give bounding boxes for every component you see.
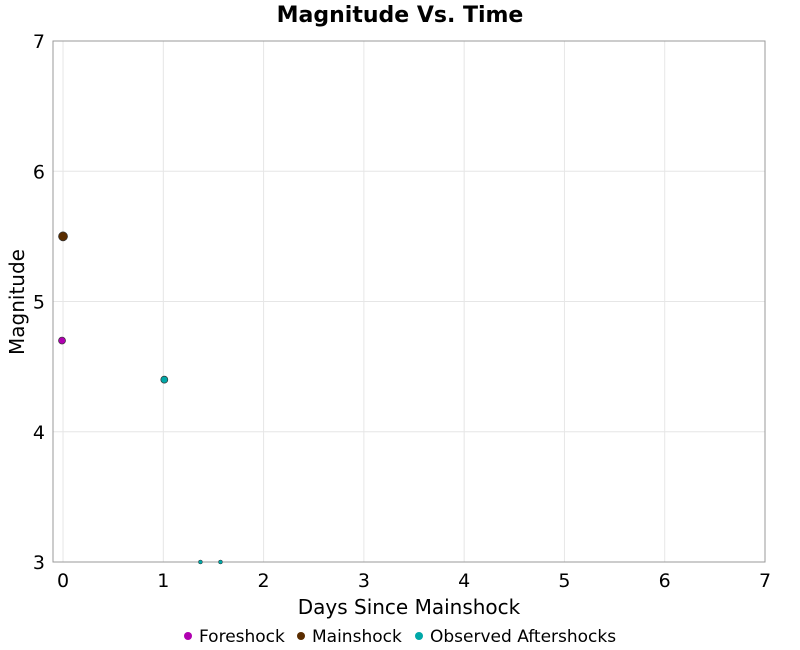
data-point-mainshock	[58, 231, 68, 242]
x-ticks: 0 1 2 3 4 5 6 7	[57, 570, 771, 592]
data-point-foreshock	[58, 336, 66, 345]
y-tick-label: 3	[33, 552, 45, 574]
x-tick-label: 6	[659, 570, 671, 592]
x-tick-label: 2	[258, 570, 270, 592]
grid	[53, 40, 766, 563]
x-tick-label: 5	[558, 570, 570, 592]
x-tick-label: 3	[358, 570, 370, 592]
legend: Foreshock Mainshock Observed Aftershocks	[184, 627, 616, 647]
y-tick-label: 5	[33, 292, 45, 314]
y-tick-label: 4	[33, 422, 45, 444]
x-tick-label: 4	[458, 570, 470, 592]
data-points	[58, 231, 223, 565]
y-tick-label: 6	[33, 161, 45, 183]
legend-label: Foreshock	[199, 627, 285, 647]
x-tick-label: 1	[157, 570, 169, 592]
plot-frame	[52, 40, 766, 563]
data-point-observed-aftershocks	[160, 375, 169, 384]
y-ticks: 3 4 5 6 7	[33, 31, 45, 574]
x-axis-label: Days Since Mainshock	[298, 595, 521, 619]
x-tick-label: 0	[57, 570, 69, 592]
legend-marker	[415, 632, 423, 640]
data-point-observed-aftershocks	[198, 559, 203, 565]
legend-label: Observed Aftershocks	[430, 627, 616, 647]
x-tick-label: 7	[759, 570, 771, 592]
legend-marker	[297, 632, 305, 640]
legend-label: Mainshock	[312, 627, 402, 647]
y-tick-label: 7	[33, 31, 45, 53]
chart-title: Magnitude Vs. Time	[277, 3, 524, 28]
legend-marker	[184, 632, 192, 640]
data-point-observed-aftershocks	[218, 559, 223, 565]
y-axis-label: Magnitude	[5, 249, 29, 355]
